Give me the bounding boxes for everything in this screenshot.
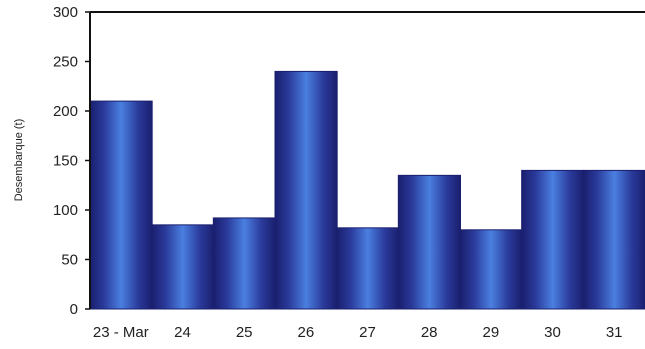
x-tick-label-0: 23 - Mar (93, 324, 149, 341)
bar-6 (459, 229, 523, 310)
y-tick-label-4: 200 (53, 103, 78, 120)
bar-5 (397, 174, 461, 310)
bar-7 (521, 169, 585, 310)
x-ticks-group: 23 - Mar 24 25 26 27 28 29 30 31 (93, 324, 623, 341)
y-tick-label-0: 0 (70, 301, 78, 318)
x-tick-label-4: 27 (359, 324, 376, 341)
bar-4 (336, 227, 400, 310)
y-tick-label-1: 50 (61, 252, 78, 269)
bar-1 (151, 224, 215, 310)
x-tick-label-2: 25 (236, 324, 253, 341)
x-tick-label-6: 29 (482, 324, 499, 341)
bar-0 (89, 100, 153, 310)
y-tick-label-6: 300 (53, 4, 78, 21)
y-axis-title: Desembarque (t) (13, 119, 25, 202)
bar-8 (582, 169, 645, 310)
x-tick-label-7: 30 (544, 324, 561, 341)
bar-3 (274, 70, 338, 310)
x-tick-label-3: 26 (297, 324, 314, 341)
y-ticks-group: 0 50 100 150 200 250 300 (53, 4, 90, 318)
bars-group (89, 70, 645, 310)
y-tick-label-3: 150 (53, 153, 78, 170)
y-tick-label-2: 100 (53, 202, 78, 219)
x-tick-label-5: 28 (421, 324, 438, 341)
y-tick-label-5: 250 (53, 54, 78, 71)
bar-2 (212, 217, 276, 310)
x-tick-label-8: 31 (606, 324, 623, 341)
x-tick-label-1: 24 (174, 324, 191, 341)
